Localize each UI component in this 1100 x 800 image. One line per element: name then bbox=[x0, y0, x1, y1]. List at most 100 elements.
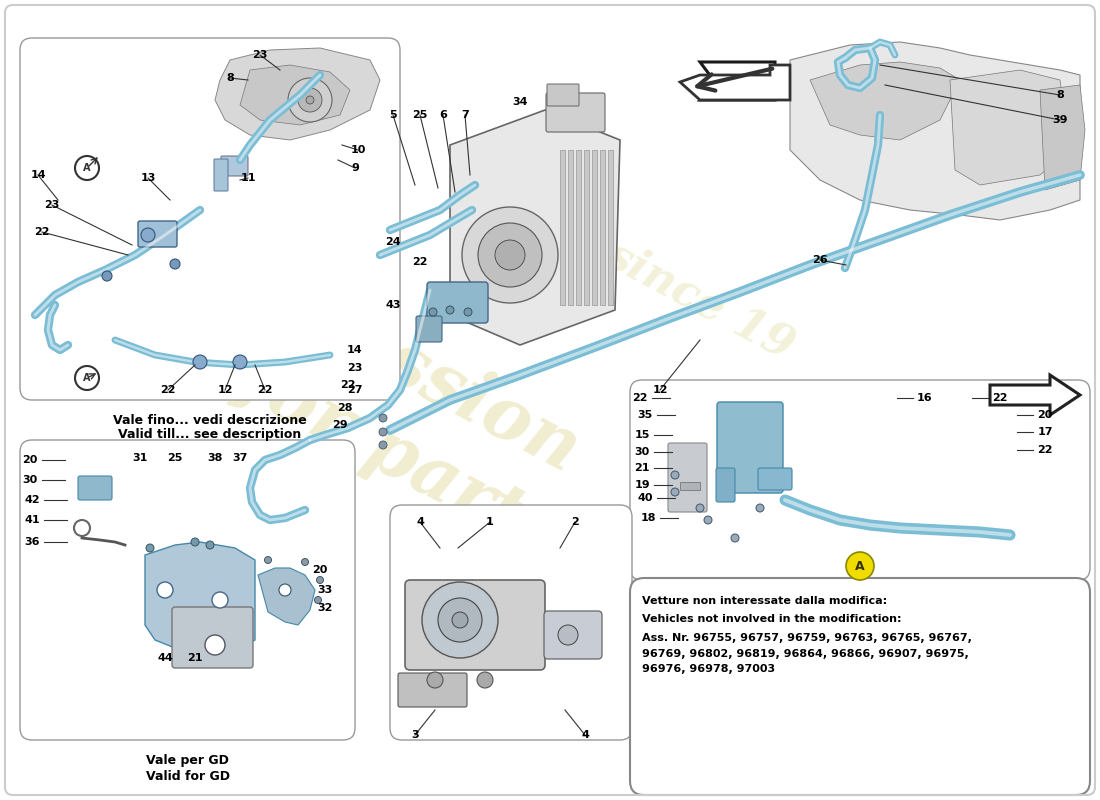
Circle shape bbox=[157, 582, 173, 598]
Text: 19: 19 bbox=[635, 480, 650, 490]
Circle shape bbox=[205, 635, 225, 655]
Text: 30: 30 bbox=[22, 475, 37, 485]
Circle shape bbox=[191, 538, 199, 546]
Circle shape bbox=[671, 471, 679, 479]
Text: 12: 12 bbox=[218, 385, 233, 395]
Text: 22: 22 bbox=[992, 393, 1008, 403]
Circle shape bbox=[206, 541, 214, 549]
Circle shape bbox=[306, 96, 313, 104]
Polygon shape bbox=[450, 110, 620, 345]
FancyBboxPatch shape bbox=[20, 440, 355, 740]
Text: 22: 22 bbox=[161, 385, 176, 395]
Polygon shape bbox=[990, 375, 1080, 415]
Text: 35: 35 bbox=[637, 410, 652, 420]
Text: 14: 14 bbox=[30, 170, 46, 180]
Circle shape bbox=[732, 534, 739, 542]
Polygon shape bbox=[810, 62, 960, 140]
Text: A: A bbox=[855, 559, 865, 573]
Text: 30: 30 bbox=[635, 447, 650, 457]
Circle shape bbox=[141, 228, 155, 242]
FancyBboxPatch shape bbox=[668, 443, 707, 512]
Bar bbox=[560, 150, 565, 305]
Bar bbox=[592, 150, 597, 305]
Text: 23: 23 bbox=[348, 363, 363, 373]
Text: Valid till... see description: Valid till... see description bbox=[119, 428, 301, 441]
Polygon shape bbox=[240, 65, 350, 125]
FancyBboxPatch shape bbox=[630, 578, 1090, 795]
FancyBboxPatch shape bbox=[427, 282, 488, 323]
Polygon shape bbox=[790, 42, 1080, 220]
Circle shape bbox=[477, 672, 493, 688]
Text: 8: 8 bbox=[1056, 90, 1064, 100]
Polygon shape bbox=[700, 62, 776, 100]
FancyBboxPatch shape bbox=[717, 402, 783, 493]
Text: 12: 12 bbox=[652, 385, 668, 395]
Text: 22: 22 bbox=[340, 380, 355, 390]
Text: 24: 24 bbox=[385, 237, 400, 247]
Circle shape bbox=[315, 597, 321, 603]
Circle shape bbox=[288, 78, 332, 122]
Circle shape bbox=[301, 558, 308, 566]
Circle shape bbox=[298, 88, 322, 112]
Circle shape bbox=[379, 441, 387, 449]
FancyBboxPatch shape bbox=[716, 468, 735, 502]
Text: 4: 4 bbox=[416, 517, 424, 527]
Circle shape bbox=[427, 672, 443, 688]
Circle shape bbox=[446, 306, 454, 314]
Circle shape bbox=[464, 308, 472, 316]
Text: A: A bbox=[84, 163, 90, 173]
Text: 41: 41 bbox=[24, 515, 40, 525]
Text: A: A bbox=[84, 373, 90, 383]
Circle shape bbox=[462, 207, 558, 303]
Text: 22: 22 bbox=[1037, 445, 1053, 455]
Text: 32: 32 bbox=[317, 603, 332, 613]
Text: Valid for GD: Valid for GD bbox=[145, 770, 230, 783]
Circle shape bbox=[146, 544, 154, 552]
FancyBboxPatch shape bbox=[405, 580, 544, 670]
Circle shape bbox=[478, 223, 542, 287]
Circle shape bbox=[422, 582, 498, 658]
Text: Ass. Nr. 96755, 96757, 96759, 96763, 96765, 96767,
96769, 96802, 96819, 96864, 9: Ass. Nr. 96755, 96757, 96759, 96763, 967… bbox=[642, 633, 972, 674]
Text: Vehicles not involved in the modification:: Vehicles not involved in the modificatio… bbox=[642, 614, 902, 624]
Text: since 19: since 19 bbox=[598, 232, 802, 368]
FancyBboxPatch shape bbox=[546, 93, 605, 132]
Text: 31: 31 bbox=[132, 453, 147, 463]
Text: Vetture non interessate dalla modifica:: Vetture non interessate dalla modifica: bbox=[642, 596, 887, 606]
Text: 2: 2 bbox=[571, 517, 579, 527]
Bar bbox=[576, 150, 581, 305]
Text: 9: 9 bbox=[351, 163, 359, 173]
Text: 10: 10 bbox=[350, 145, 365, 155]
Polygon shape bbox=[1040, 85, 1085, 190]
Text: 25: 25 bbox=[167, 453, 183, 463]
Text: 23: 23 bbox=[44, 200, 59, 210]
FancyBboxPatch shape bbox=[547, 84, 579, 106]
FancyBboxPatch shape bbox=[20, 38, 400, 400]
Polygon shape bbox=[145, 542, 255, 655]
Circle shape bbox=[452, 612, 468, 628]
Circle shape bbox=[696, 504, 704, 512]
FancyBboxPatch shape bbox=[78, 476, 112, 500]
Circle shape bbox=[264, 557, 272, 563]
Circle shape bbox=[756, 504, 764, 512]
Circle shape bbox=[379, 414, 387, 422]
Text: passion
for parts: passion for parts bbox=[229, 270, 612, 570]
Circle shape bbox=[704, 516, 712, 524]
Text: 21: 21 bbox=[187, 653, 202, 663]
Text: Vale fino... vedi descrizione: Vale fino... vedi descrizione bbox=[113, 414, 307, 427]
Text: 15: 15 bbox=[635, 430, 650, 440]
Text: 17: 17 bbox=[1037, 427, 1053, 437]
Text: 3: 3 bbox=[411, 730, 419, 740]
Text: 7: 7 bbox=[461, 110, 469, 120]
Polygon shape bbox=[214, 48, 380, 140]
Circle shape bbox=[212, 592, 228, 608]
Text: 22: 22 bbox=[257, 385, 273, 395]
Text: 18: 18 bbox=[640, 513, 656, 523]
Text: 22: 22 bbox=[34, 227, 50, 237]
Polygon shape bbox=[680, 65, 790, 100]
FancyBboxPatch shape bbox=[214, 159, 228, 191]
Text: 39: 39 bbox=[1053, 115, 1068, 125]
Text: 44: 44 bbox=[157, 653, 173, 663]
Text: 33: 33 bbox=[318, 585, 332, 595]
Circle shape bbox=[379, 428, 387, 436]
Polygon shape bbox=[258, 568, 315, 625]
